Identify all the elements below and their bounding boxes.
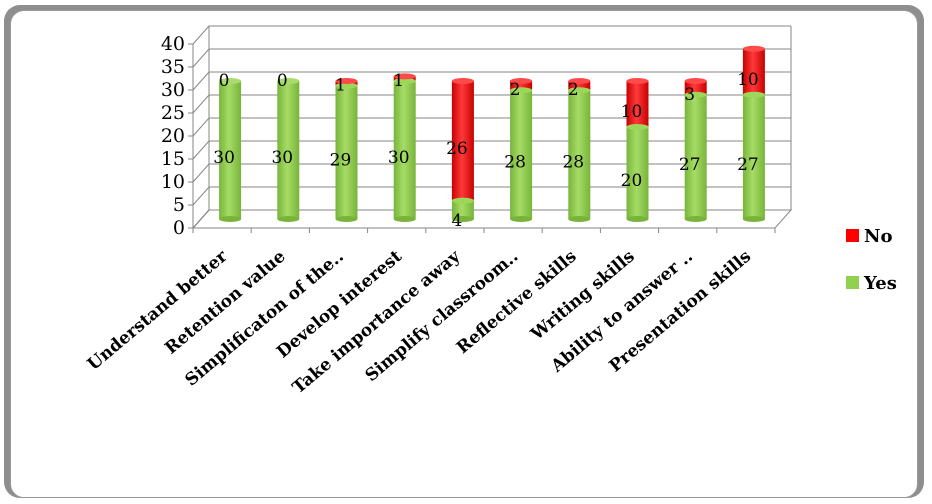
legend-label-no: No (864, 226, 892, 247)
data-label-no: 1 (393, 71, 404, 91)
data-label-yes: 29 (330, 150, 352, 170)
bar-top-simplificaton-of-the (335, 78, 358, 84)
bar-top-reflective-skills (568, 78, 591, 84)
y-tick-label: 10 (161, 171, 185, 193)
data-label-yes: 28 (562, 153, 584, 173)
bar-yes-base-presentation-skills (742, 216, 765, 222)
bar-yes-writing-skills (626, 127, 649, 219)
bar-no-reflective-skills (568, 81, 591, 91)
gridline-25 (192, 94, 791, 114)
data-label-yes: 30 (213, 148, 235, 168)
data-label-yes: 27 (679, 155, 701, 175)
data-label-no: 0 (277, 71, 288, 91)
data-label-no: 10 (737, 70, 759, 90)
bar-top-writing-skills (626, 78, 649, 84)
bar-yes-base-simplificaton-of-the (335, 216, 358, 222)
bar-yes-take-importance-away (451, 200, 474, 219)
legend-label-yes: Yes (863, 273, 897, 294)
gridline-15 (192, 140, 791, 160)
bars (219, 45, 765, 222)
y-tick-label: 0 (173, 217, 185, 239)
bar-top-take-importance-away (451, 78, 474, 84)
legend-swatch-yes (846, 276, 859, 289)
bar-divider-develop-interest (393, 78, 416, 84)
bar-divider-reflective-skills (568, 87, 591, 94)
bar-yes-base-reflective-skills (568, 216, 591, 222)
bar-no-presentation-skills (742, 48, 765, 95)
legend-swatch-no (846, 229, 859, 242)
bar-divider-writing-skills (626, 124, 649, 130)
data-label-no: 0 (219, 71, 230, 91)
data-label-no: 10 (621, 102, 643, 122)
data-labels: 30 0 30 0 29 1 30 1 4 26 28 2 28 2 20 10 27 3 27 10 (213, 70, 758, 231)
data-label-no: 26 (446, 139, 468, 159)
bar-yes-understand-better (219, 81, 242, 219)
bar-no-writing-skills (626, 81, 649, 127)
gridline-35 (192, 48, 791, 68)
y-tick-label: 40 (161, 33, 185, 55)
bar-top-develop-interest (393, 73, 416, 80)
y-tick-label: 15 (161, 148, 185, 170)
data-label-yes: 28 (504, 153, 526, 173)
y-tick-label: 25 (161, 102, 185, 124)
gridline-5 (192, 186, 791, 206)
bar-top-retention-value (277, 78, 300, 84)
bar-no-simplify-classroom (510, 81, 533, 91)
bar-yes-reflective-skills (568, 90, 591, 219)
bar-yes-base-simplify-classroom (510, 216, 533, 222)
y-tick-label: 30 (161, 79, 185, 101)
data-label-yes: 30 (271, 148, 293, 168)
y-tick-label: 35 (161, 56, 185, 78)
bar-no-take-importance-away (451, 81, 474, 201)
bar-divider-take-importance-away (451, 197, 474, 204)
left-wall-edge (192, 44, 210, 230)
bar-yes-base-understand-better (219, 216, 242, 222)
bar-divider-simplify-classroom (510, 87, 533, 94)
bar-divider-ability-to-answer (684, 91, 707, 98)
bar-yes-presentation-skills (742, 94, 765, 219)
bar-yes-retention-value (277, 81, 300, 219)
data-label-no: 3 (684, 85, 695, 105)
y-tick-label: 5 (173, 194, 185, 216)
legend: No Yes (846, 226, 897, 294)
y-tick-label: 20 (161, 125, 185, 147)
bar-yes-simplificaton-of-the (335, 85, 358, 219)
gridline-40 (192, 25, 791, 45)
data-label-no: 2 (568, 80, 579, 100)
data-label-yes: 20 (621, 171, 643, 191)
bar-top-simplify-classroom (510, 78, 533, 84)
bar-top-understand-better (219, 78, 242, 84)
gridline-10 (192, 163, 791, 183)
gridline-20 (192, 117, 791, 137)
bar-yes-simplify-classroom (510, 90, 533, 219)
data-label-yes: 4 (451, 211, 462, 231)
bar-yes-develop-interest (393, 81, 416, 219)
gridlines (188, 25, 791, 233)
gridline-0 (192, 209, 791, 229)
bar-yes-base-retention-value (277, 216, 300, 222)
gridline-30 (192, 71, 791, 91)
data-label-yes: 30 (388, 148, 410, 168)
bar-no-ability-to-answer (684, 81, 707, 95)
bar-yes-base-ability-to-answer (684, 216, 707, 222)
data-label-no: 1 (335, 76, 346, 96)
bar-yes-base-writing-skills (626, 216, 649, 222)
bar-divider-presentation-skills (742, 91, 765, 98)
bar-divider-simplificaton-of-the (335, 82, 358, 89)
bar-yes-base-take-importance-away (451, 216, 474, 222)
data-label-no: 2 (510, 80, 521, 100)
data-label-yes: 27 (737, 155, 759, 175)
bar-yes-base-develop-interest (393, 216, 416, 222)
bar-top-ability-to-answer (684, 78, 707, 84)
bar-top-presentation-skills (742, 45, 765, 52)
bar-yes-ability-to-answer (684, 94, 707, 219)
